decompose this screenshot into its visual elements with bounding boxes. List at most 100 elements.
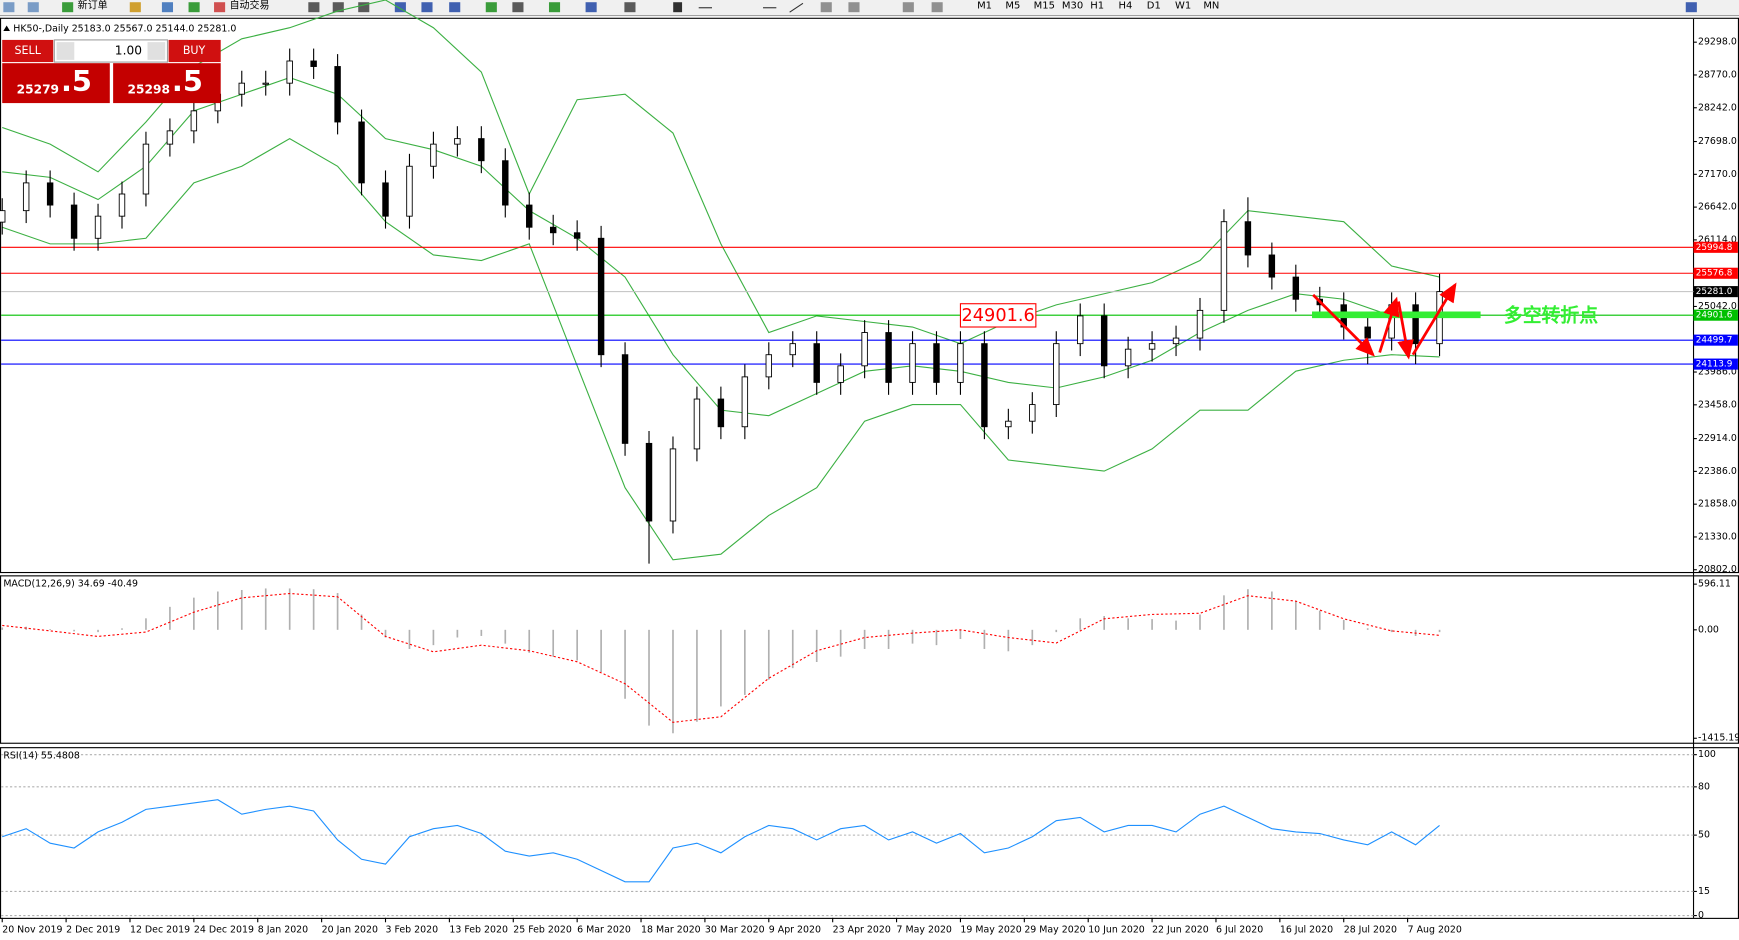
tool-icon[interactable]	[3, 2, 15, 13]
candle-body	[1292, 276, 1300, 300]
symbol-info: HK50-,Daily 25183.0 25567.0 25144.0 2528…	[13, 23, 236, 34]
tool-icon[interactable]	[931, 2, 943, 13]
price-level-label: 25994.8	[1696, 243, 1733, 253]
y-tick-label: 28770.0	[1698, 69, 1737, 80]
tool-icon[interactable]	[62, 2, 74, 13]
tool-icon[interactable]	[512, 2, 524, 13]
candle-body	[909, 343, 916, 383]
macd-label: MACD(12,26,9) 34.69 -40.49	[3, 579, 138, 590]
candle-body	[813, 343, 820, 383]
candle-body	[645, 442, 653, 522]
candle-body	[310, 60, 317, 67]
x-tick-label: 24 Dec 2019	[194, 925, 254, 936]
buy-price-main[interactable]: 25298	[128, 82, 170, 96]
timeframe-button[interactable]: H1	[1090, 1, 1104, 12]
new-order-button[interactable]: 新订单	[78, 0, 108, 12]
tool-icon[interactable]	[624, 2, 636, 13]
tool-icon[interactable]	[820, 2, 832, 13]
tool-icon[interactable]	[27, 2, 39, 13]
y-tick-label: 50	[1698, 830, 1710, 841]
auto-trading-button[interactable]: 自动交易	[230, 0, 270, 12]
candle-body	[957, 343, 964, 383]
candle-body	[1100, 315, 1108, 367]
volume-box[interactable]	[53, 39, 169, 63]
candle-body	[142, 143, 150, 195]
candle-body	[1148, 343, 1156, 350]
candle-body	[669, 448, 677, 522]
tool-icon[interactable]	[1685, 2, 1697, 13]
y-tick-label: 20802.0	[1698, 564, 1737, 575]
buy-label[interactable]: BUY	[183, 44, 206, 57]
y-tick-label: -1415.19	[1698, 733, 1739, 744]
x-tick-label: 7 May 2020	[897, 925, 952, 936]
x-tick-label: 2 Dec 2019	[66, 925, 120, 936]
tool-icon[interactable]	[585, 2, 597, 13]
buy-price-pip[interactable]: .5	[172, 64, 203, 98]
candle-body	[1172, 337, 1180, 345]
tool-icon[interactable]	[902, 2, 914, 13]
candle-body	[526, 204, 533, 228]
tool-icon[interactable]	[308, 2, 320, 13]
tool-icon[interactable]	[188, 2, 200, 13]
tool-icon[interactable]	[421, 2, 433, 13]
timeframe-button[interactable]: M5	[1005, 1, 1020, 12]
candle-body	[334, 66, 341, 123]
tool-icon[interactable]	[673, 2, 683, 13]
tool-icon[interactable]	[449, 2, 461, 13]
buy-price-box[interactable]	[113, 63, 221, 104]
timeframe-button[interactable]: W1	[1175, 1, 1191, 12]
y-tick-label: 29298.0	[1698, 37, 1737, 48]
volume-down[interactable]	[56, 42, 75, 60]
candle-body	[933, 343, 940, 383]
candle-body	[118, 193, 126, 217]
volume-value[interactable]: 1.00	[115, 43, 142, 57]
y-tick-label: 27170.0	[1698, 169, 1737, 180]
buy-button[interactable]	[168, 39, 221, 63]
tool-icon[interactable]	[358, 2, 370, 13]
timeframe-button[interactable]: M15	[1034, 1, 1055, 12]
x-tick-label: 10 Jun 2020	[1088, 925, 1145, 936]
candle-body	[406, 165, 413, 217]
candle-body	[70, 204, 78, 239]
rsi-pane-frame	[0, 747, 1739, 919]
y-tick-label: 22914.0	[1698, 433, 1737, 444]
sell-price-box[interactable]	[2, 63, 110, 104]
y-tick-label: 15	[1698, 886, 1710, 897]
bollinger-lower	[2, 137, 1440, 561]
tool-icon[interactable]	[848, 2, 860, 13]
timeframe-button[interactable]: M1	[977, 1, 992, 12]
timeframe-button[interactable]: M30	[1062, 1, 1083, 12]
sell-price-main[interactable]: 25279	[17, 82, 59, 96]
tool-icon[interactable]	[129, 2, 141, 13]
y-tick-label: 22386.0	[1698, 466, 1737, 477]
tool-icon[interactable]	[214, 2, 226, 13]
sell-label[interactable]: SELL	[15, 44, 42, 57]
tool-icon[interactable]	[394, 2, 406, 13]
candle-body	[1005, 420, 1012, 428]
tool-icon[interactable]	[789, 2, 804, 13]
candle-body	[0, 210, 6, 223]
collapse-arrow[interactable]	[3, 25, 10, 32]
arrows	[1312, 282, 1457, 360]
candle-body	[1124, 348, 1132, 367]
tool-icon[interactable]	[548, 2, 561, 13]
sell-price-pip[interactable]: .5	[61, 64, 92, 98]
timeframe-button[interactable]: H4	[1118, 1, 1132, 12]
x-tick-label: 22 Jun 2020	[1152, 925, 1209, 936]
volume-up[interactable]	[147, 42, 166, 60]
tool-icon[interactable]	[161, 2, 174, 13]
y-tick-label: 0	[1698, 910, 1704, 921]
candle-body	[861, 332, 868, 367]
x-tick-label: 19 May 2020	[960, 925, 1021, 936]
candle-body	[22, 182, 30, 212]
tool-icon[interactable]	[332, 2, 344, 13]
sell-button[interactable]	[2, 39, 54, 63]
macd-pane-frame	[0, 575, 1739, 744]
tool-icon[interactable]	[485, 2, 497, 13]
timeframe-button[interactable]: MN	[1203, 1, 1219, 12]
candle-body	[693, 398, 701, 450]
candle-body	[94, 215, 102, 239]
timeframe-bar: M1 M5 M15 M30 H1 H4 D1 W1 MN	[977, 1, 1219, 12]
trade-panel: SELL 1.00 BUY 25279 .5 25298 .5	[2, 39, 221, 104]
timeframe-button[interactable]: D1	[1147, 1, 1161, 12]
